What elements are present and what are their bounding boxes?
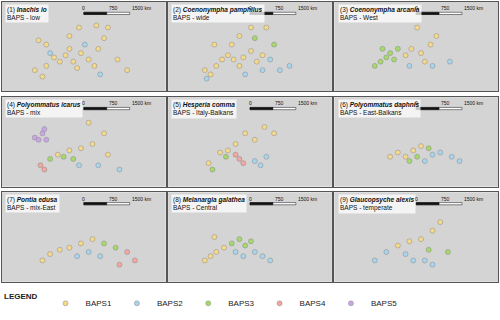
svg-text:0: 0: [249, 100, 252, 106]
svg-text:750: 750: [109, 5, 118, 11]
svg-text:0: 0: [415, 100, 418, 106]
svg-text:(1) Inachis ioBAPS - low: (1) Inachis ioBAPS - low: [7, 6, 47, 21]
svg-text:1500 km: 1500 km: [132, 100, 151, 106]
svg-text:750: 750: [275, 100, 284, 106]
svg-text:750: 750: [275, 196, 284, 202]
svg-text:BAPS2: BAPS2: [157, 299, 183, 308]
svg-text:BAPS1: BAPS1: [86, 299, 112, 308]
svg-text:LEGEND: LEGEND: [4, 292, 38, 301]
svg-text:BAPS5: BAPS5: [371, 299, 397, 308]
svg-text:(9) Glaucopsyche alexisBAPS -: (9) Glaucopsyche alexisBAPS - temperate: [340, 196, 414, 212]
svg-text:1500 km: 1500 km: [298, 196, 317, 202]
svg-text:0: 0: [415, 5, 418, 11]
svg-text:(5) Hesperia commaBAPS - Italy: (5) Hesperia commaBAPS - Italy-Balkans: [173, 101, 235, 117]
svg-text:1500 km: 1500 km: [464, 100, 483, 106]
svg-text:1500 km: 1500 km: [464, 196, 483, 202]
svg-text:1500 km: 1500 km: [132, 5, 151, 11]
svg-text:0: 0: [249, 5, 252, 11]
svg-text:0: 0: [82, 5, 85, 11]
svg-text:1500 km: 1500 km: [298, 5, 317, 11]
svg-text:(6) Polyommatus daphnisBAPS -: (6) Polyommatus daphnisBAPS - East-Balka…: [340, 101, 419, 116]
svg-text:750: 750: [441, 5, 450, 11]
svg-text:750: 750: [275, 5, 284, 11]
svg-text:0: 0: [249, 196, 252, 202]
svg-text:(8) Melanargia galatheaBAPS -: (8) Melanargia galatheaBAPS - Central: [173, 196, 245, 211]
svg-text:1500 km: 1500 km: [298, 100, 317, 106]
svg-text:(7) Pontia edusaBAPS - mix-Eas: (7) Pontia edusaBAPS - mix-East: [7, 196, 58, 211]
svg-text:(2) Coenonympha pamphilusBAPS: (2) Coenonympha pamphilusBAPS - wide: [173, 6, 263, 21]
svg-text:750: 750: [109, 100, 118, 106]
svg-text:1500 km: 1500 km: [132, 196, 151, 202]
svg-text:750: 750: [441, 100, 450, 106]
svg-text:BAPS4: BAPS4: [300, 299, 326, 308]
svg-text:0: 0: [415, 196, 418, 202]
svg-text:0: 0: [82, 100, 85, 106]
svg-text:1500 km: 1500 km: [464, 5, 483, 11]
svg-text:BAPS3: BAPS3: [228, 299, 254, 308]
svg-text:(3) Coenonympha arcaniaBAPS -: (3) Coenonympha arcaniaBAPS - West: [340, 6, 420, 21]
svg-text:0: 0: [82, 196, 85, 202]
svg-text:750: 750: [109, 196, 118, 202]
svg-text:(4) Polyommatus icarusBAPS - m: (4) Polyommatus icarusBAPS - mix: [7, 101, 81, 116]
svg-text:750: 750: [441, 196, 450, 202]
